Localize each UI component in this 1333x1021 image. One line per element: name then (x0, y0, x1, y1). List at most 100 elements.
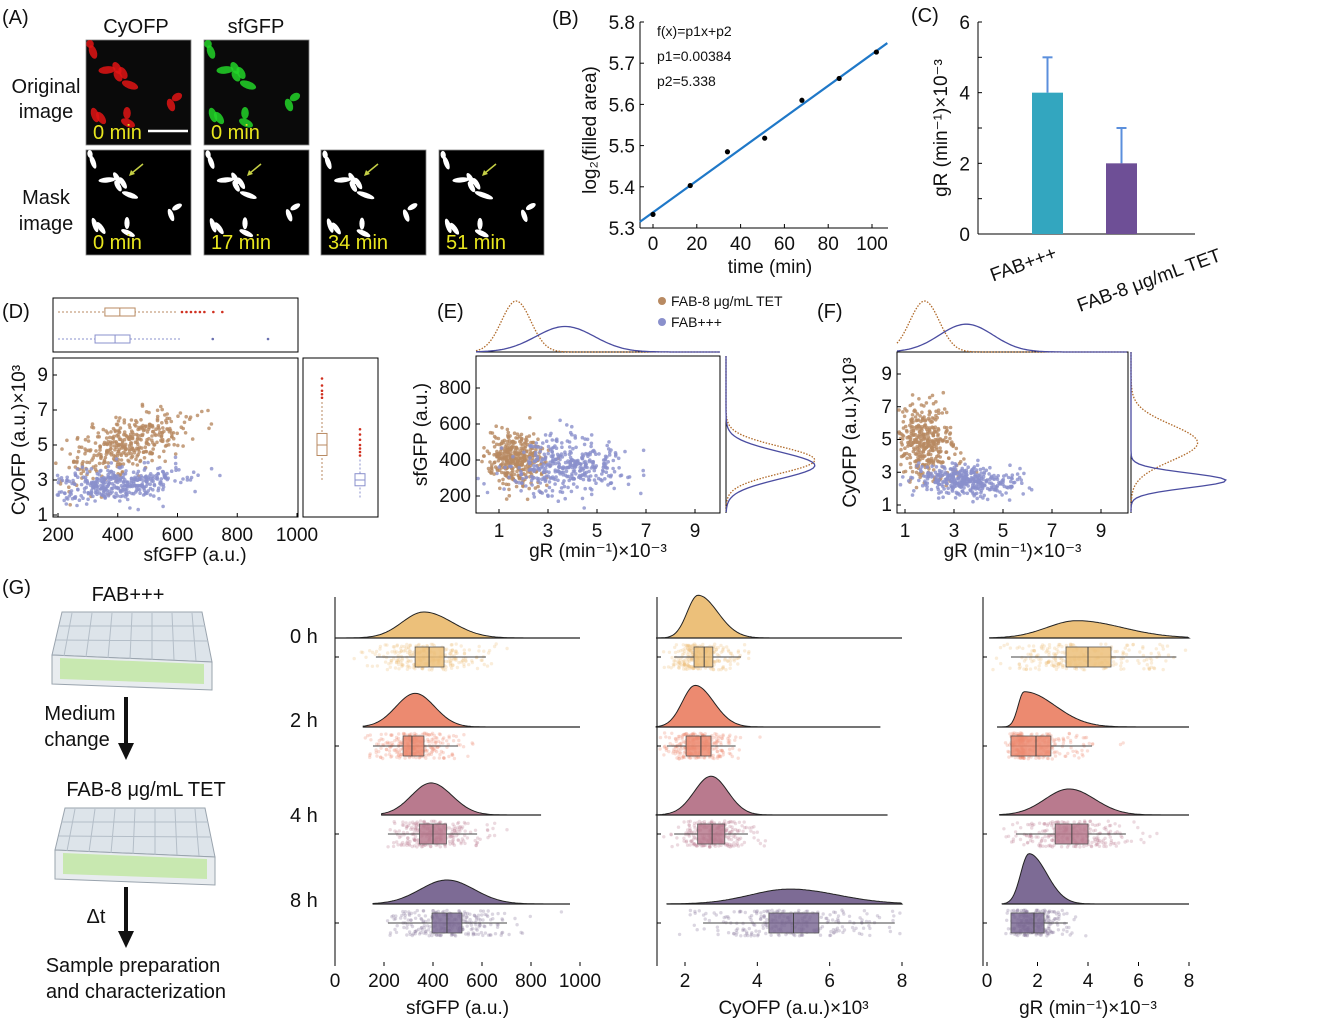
jitter-point (732, 659, 737, 663)
jitter-point (777, 908, 781, 912)
jitter-point (702, 843, 706, 847)
scatter-point (542, 452, 547, 457)
jitter-point (399, 843, 403, 848)
image-mask-1: 17 min (203, 149, 310, 256)
jitter-point (677, 666, 681, 670)
jitter-point (800, 933, 804, 937)
scatter-point (501, 477, 505, 482)
jitter-point (439, 933, 443, 938)
jitter-point (385, 643, 389, 647)
jitter-point (434, 740, 438, 745)
jitter-point (684, 643, 688, 647)
scatter-point (140, 402, 145, 407)
scatter-point (940, 473, 945, 478)
scatter-point (67, 465, 71, 470)
outlier (185, 310, 188, 314)
scatter-point (159, 404, 163, 409)
scatter-point (563, 460, 568, 465)
scatter-point (147, 422, 152, 427)
scatter-point (92, 453, 96, 458)
scatter-point (949, 483, 953, 488)
cell (407, 203, 418, 211)
jitter-point (461, 658, 465, 663)
jitter-point (405, 824, 409, 829)
scatter-point (945, 428, 949, 433)
scatter-point (905, 456, 909, 461)
jitter-point (478, 923, 482, 927)
scatter-point (931, 432, 935, 437)
jitter-point (728, 834, 732, 838)
scatter-point (491, 440, 496, 444)
bar (1106, 163, 1137, 234)
scatter-point (918, 454, 922, 459)
scatter-point (157, 496, 161, 501)
outlier (189, 310, 193, 314)
jitter-point (389, 755, 393, 759)
jitter-point (717, 844, 721, 848)
jitter-point (450, 648, 455, 653)
jitter-point (713, 732, 717, 736)
scatter-point (604, 466, 608, 470)
jitter-point (669, 833, 673, 837)
cell (525, 202, 536, 211)
scatter-point (55, 473, 60, 478)
jitter-point (764, 923, 768, 927)
jitter-point (1044, 661, 1048, 665)
scatter-point (567, 445, 572, 449)
jitter-point (675, 749, 679, 753)
scatter-point (917, 397, 921, 401)
jitter-point (757, 929, 762, 934)
scatter-point (531, 440, 536, 445)
jitter-point (397, 829, 401, 833)
x-tick-label: 0 (648, 234, 659, 255)
jitter-point (770, 908, 774, 912)
jitter-point (398, 650, 402, 655)
density-curve (656, 594, 902, 639)
jitter-point (726, 915, 730, 919)
jitter-point (762, 909, 766, 914)
scatter-point (163, 476, 168, 480)
x-axis-label: CyOFP (a.u.)×10³ (718, 998, 868, 1019)
scatter-point (163, 413, 167, 417)
jitter-point (688, 648, 692, 652)
jitter-point (717, 754, 721, 758)
jitter-point (734, 933, 738, 937)
scatter-point (94, 484, 99, 488)
scatter-point (915, 446, 920, 451)
scatter-point (953, 496, 958, 500)
scatter-point (968, 479, 973, 484)
scatter-point (131, 462, 135, 466)
scatter-point (937, 411, 941, 416)
jitter-point (396, 736, 401, 741)
jitter-point (413, 837, 417, 842)
jitter-point (676, 649, 680, 654)
scatter-point (507, 494, 512, 498)
jitter-point (379, 737, 383, 741)
jitter-point (450, 643, 454, 647)
jitter-point (432, 644, 436, 648)
jitter-point (689, 755, 693, 760)
jitter-point (393, 821, 397, 826)
scatter-point (97, 461, 102, 466)
jitter-point (474, 843, 478, 848)
scatter-point (71, 478, 75, 483)
scatter-point (957, 484, 962, 489)
scatter-point (920, 410, 924, 415)
jitter-point (728, 662, 733, 667)
jitter-point (829, 929, 833, 934)
scatter-point (601, 469, 605, 474)
jitter-point (415, 826, 419, 830)
y-tick-label: 800 (439, 378, 471, 399)
jitter-point (397, 753, 401, 757)
jitter-point (1018, 665, 1022, 669)
scatter-point (505, 439, 510, 444)
jitter-point (412, 830, 417, 835)
scatter-point (972, 465, 977, 469)
scatter-point (93, 499, 97, 503)
scatter-point (138, 459, 142, 464)
jitter-point (384, 741, 388, 745)
y-tick-label: 200 (439, 486, 471, 507)
jitter-point (690, 645, 694, 649)
scatter-point (160, 431, 164, 435)
